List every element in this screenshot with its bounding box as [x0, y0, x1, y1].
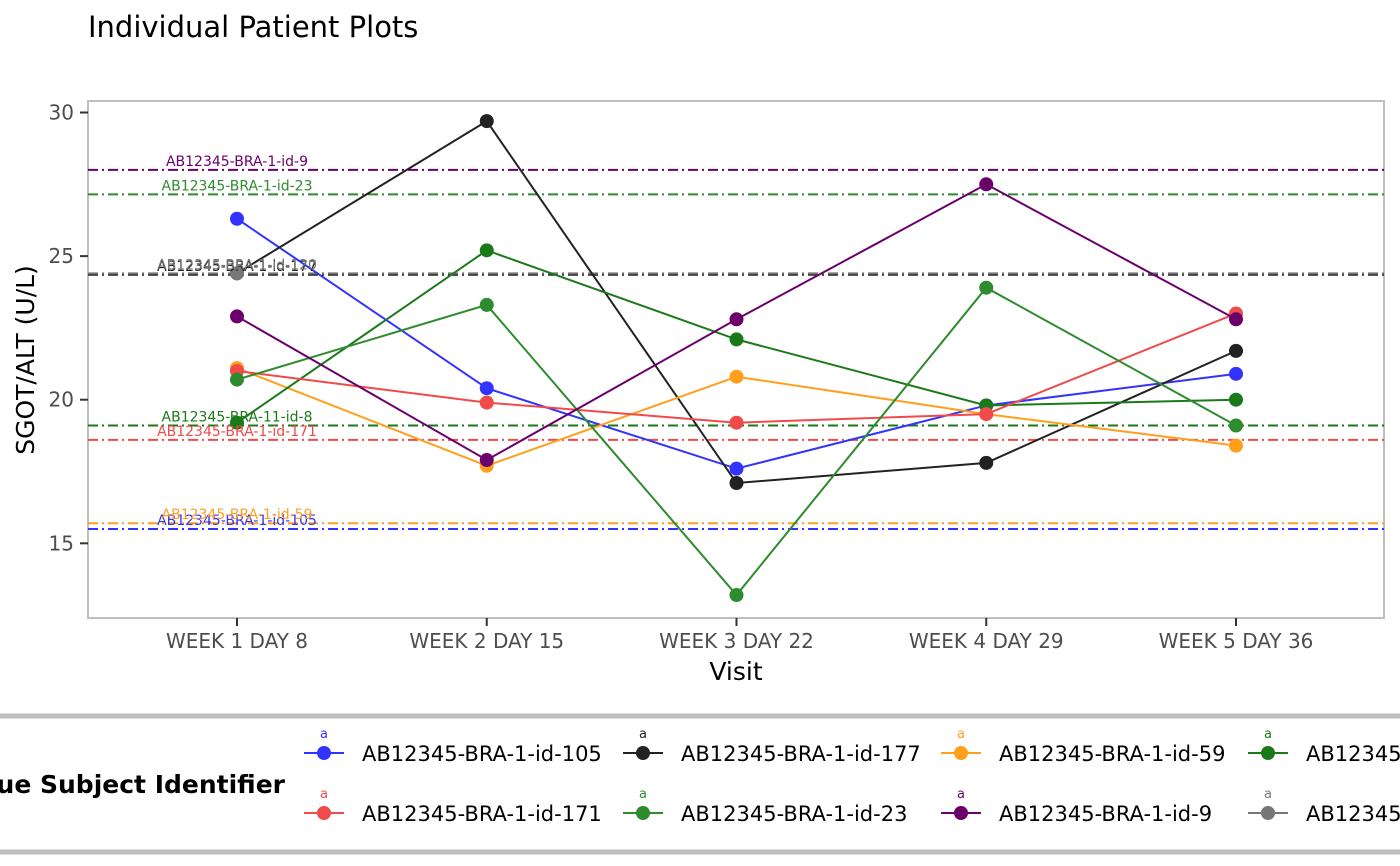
data-point: [479, 453, 494, 468]
legend-key-point: [954, 746, 968, 760]
y-tick-label: 30: [49, 100, 74, 124]
legend-key-glyph: a: [320, 727, 328, 742]
data-point: [1229, 392, 1243, 407]
data-point: [729, 461, 744, 476]
x-tick-label: WEEK 5 DAY 36: [1159, 629, 1314, 653]
y-axis-title: SGOT/ALT (U/L): [11, 265, 40, 455]
reference-line-label: AB12345-BRA-1-id-177: [157, 259, 317, 275]
x-tick-label: WEEK 4 DAY 29: [909, 629, 1064, 653]
reference-line-label: AB12345-BRA-1-id-105: [157, 513, 317, 529]
legend-key-point: [636, 806, 650, 820]
legend-key-point: [317, 746, 331, 760]
legend-key-point: [954, 806, 968, 820]
data-point: [729, 588, 744, 603]
reference-line-label: AB12345-BRA-1-id-120: [157, 257, 317, 273]
y-tick-label: 15: [49, 531, 74, 555]
legend-item-label: AB12345-BRA-1-id-105: [362, 742, 602, 766]
legend-item-label: AB12345-BRA-1-id-120: [1306, 802, 1400, 826]
legend-key-glyph: a: [639, 787, 647, 802]
data-point: [1229, 438, 1243, 453]
legend-key-glyph: a: [320, 787, 328, 802]
data-point: [729, 476, 744, 491]
x-axis-title: Visit: [709, 657, 762, 686]
data-point: [479, 381, 494, 396]
data-point: [1229, 418, 1243, 433]
x-tick-label: WEEK 2 DAY 15: [409, 629, 564, 653]
x-tick-label: WEEK 3 DAY 22: [659, 629, 814, 653]
data-point: [230, 309, 244, 324]
y-tick-label: 20: [49, 388, 74, 412]
legend-item-label: AB12345-BRA-1-id-23: [681, 802, 907, 826]
data-point: [979, 280, 994, 295]
data-point: [230, 266, 244, 281]
data-point: [230, 372, 244, 387]
legend-item-label: AB12345-BRA-1-id-177: [681, 742, 921, 766]
data-point: [230, 415, 244, 430]
legend-key-glyph: a: [1264, 787, 1272, 802]
data-point: [729, 312, 744, 327]
y-tick-label: 25: [49, 244, 74, 268]
legend-key-glyph: a: [957, 787, 965, 802]
data-point: [479, 395, 494, 410]
data-point: [1229, 343, 1243, 358]
data-point: [729, 369, 744, 384]
data-point: [1229, 312, 1243, 327]
data-point: [230, 211, 244, 226]
x-axis: WEEK 1 DAY 8 WEEK 2 DAY 15 WEEK 3 DAY 22 WE…: [166, 618, 1313, 653]
reference-labels: AB12345-BRA-1-id-105 AB12345-BRA-1-id-177…: [157, 154, 317, 529]
legend-key-point: [317, 806, 331, 820]
legend-key-glyph: a: [957, 727, 965, 742]
reference-line-label: AB12345-BRA-1-id-59: [162, 507, 313, 523]
legend-key-point: [636, 746, 650, 760]
reference-line-label: AB12345-BRA-1-id-9: [166, 154, 308, 170]
x-tick-label: WEEK 1 DAY 8: [166, 629, 308, 653]
reference-lines: [88, 168, 1384, 530]
legend-item-label: AB12345-BRA-11-id-8: [1306, 742, 1400, 766]
data-point: [729, 332, 744, 347]
legend: Unique Subject Identifier a AB12345-BRA-1…: [0, 713, 1400, 855]
reference-line-label: AB12345-BRA-1-id-171: [157, 424, 317, 440]
legend-key-point: [1261, 806, 1275, 820]
reference-line-label: AB12345-BRA-11-id-8: [162, 410, 313, 426]
series-lines: [230, 114, 1243, 603]
chart-title: Individual Patient Plots: [88, 10, 418, 44]
data-point: [979, 407, 994, 422]
data-point: [479, 297, 494, 312]
legend-title: Unique Subject Identifier: [0, 770, 286, 799]
data-point: [979, 177, 994, 192]
data-point: [1229, 366, 1243, 381]
data-point: [479, 114, 494, 129]
y-axis: 15 20 25 30: [49, 100, 88, 555]
legend-item-label: AB12345-BRA-1-id-9: [999, 802, 1212, 826]
data-point: [979, 455, 994, 470]
legend-key-glyph: a: [639, 727, 647, 742]
legend-key-point: [1261, 746, 1275, 760]
data-point: [479, 243, 494, 258]
legend-key-glyph: a: [1264, 727, 1272, 742]
reference-line-label: AB12345-BRA-1-id-23: [162, 178, 313, 194]
legend-items: a AB12345-BRA-1-id-105 a AB12345-BRA-1-id-1…: [304, 727, 1400, 826]
legend-item-label: AB12345-BRA-1-id-171: [362, 802, 602, 826]
data-point: [729, 415, 744, 430]
legend-item-label: AB12345-BRA-1-id-59: [999, 742, 1225, 766]
